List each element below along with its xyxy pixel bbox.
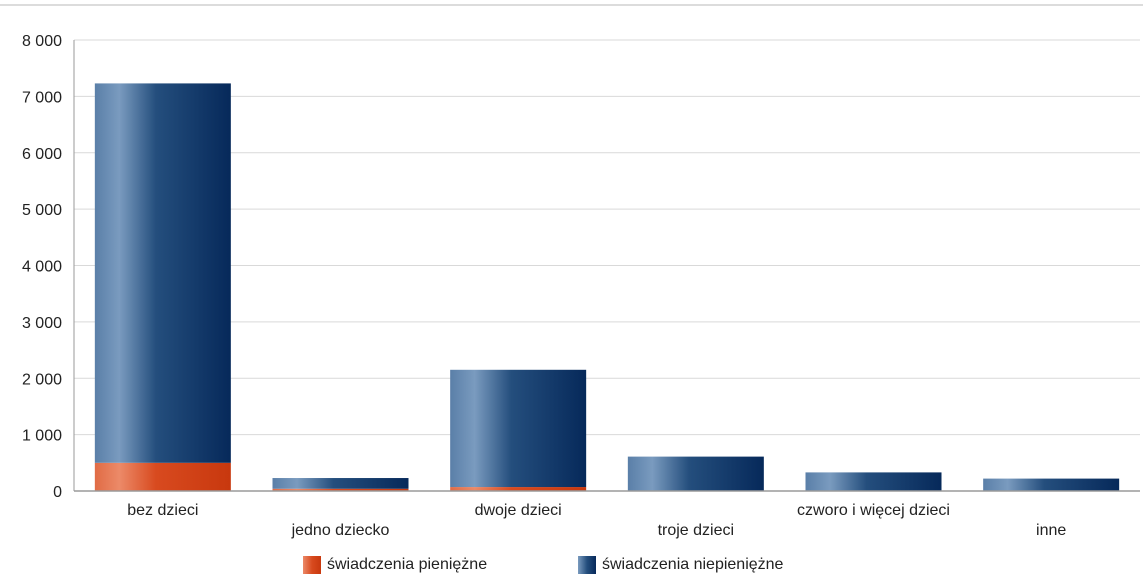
- x-tick-label: dwoje dzieci: [475, 502, 562, 519]
- bar-cash: [272, 488, 409, 491]
- y-tick-label: 2 000: [22, 371, 62, 388]
- chart-plot: 0 1 000 2 000 3 000 4 000 5 000 6 000 7 000 8 00…: [0, 4, 1143, 539]
- y-tick-label: 0: [53, 484, 62, 501]
- bar-noncash: [94, 83, 231, 463]
- y-tick-label: 6 000: [22, 146, 62, 163]
- bar-noncash: [805, 472, 942, 491]
- bar-noncash: [983, 478, 1120, 491]
- x-tick-label: bez dzieci: [127, 502, 198, 519]
- x-tick-label: czworo i więcej dzieci: [797, 502, 950, 519]
- y-tick-label: 1 000: [22, 428, 62, 445]
- bar-noncash: [450, 369, 587, 488]
- legend-item-noncash: świadczenia niepieniężne: [578, 556, 783, 574]
- y-tick-label: 3 000: [22, 315, 62, 332]
- legend-label-cash: świadczenia pieniężne: [327, 556, 488, 573]
- legend-swatch-cash: [303, 556, 321, 574]
- legend-label-noncash: świadczenia niepieniężne: [602, 556, 784, 573]
- x-tick-label: jedno dziecko: [291, 522, 390, 539]
- bar-cash: [94, 462, 231, 491]
- y-tick-label: 7 000: [22, 89, 62, 106]
- legend-item-cash: świadczenia pieniężne: [303, 556, 487, 574]
- y-tick-label: 4 000: [22, 259, 62, 276]
- bar-noncash: [272, 478, 409, 489]
- x-tick-label: inne: [1036, 522, 1066, 539]
- legend-swatch-noncash: [578, 556, 596, 574]
- bar-noncash: [627, 456, 764, 491]
- legend: świadczenia pieniężne świadczenia niepie…: [0, 556, 1143, 580]
- bar-cash: [450, 487, 587, 491]
- y-tick-label: 8 000: [22, 33, 62, 50]
- y-tick-label: 5 000: [22, 202, 62, 219]
- x-tick-label: troje dzieci: [658, 522, 734, 539]
